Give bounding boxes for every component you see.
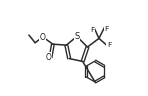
Text: S: S	[74, 32, 79, 41]
Text: F: F	[105, 26, 109, 32]
Text: O: O	[46, 53, 52, 62]
Text: F: F	[107, 42, 111, 48]
Text: F: F	[91, 27, 95, 33]
Text: O: O	[40, 33, 46, 42]
